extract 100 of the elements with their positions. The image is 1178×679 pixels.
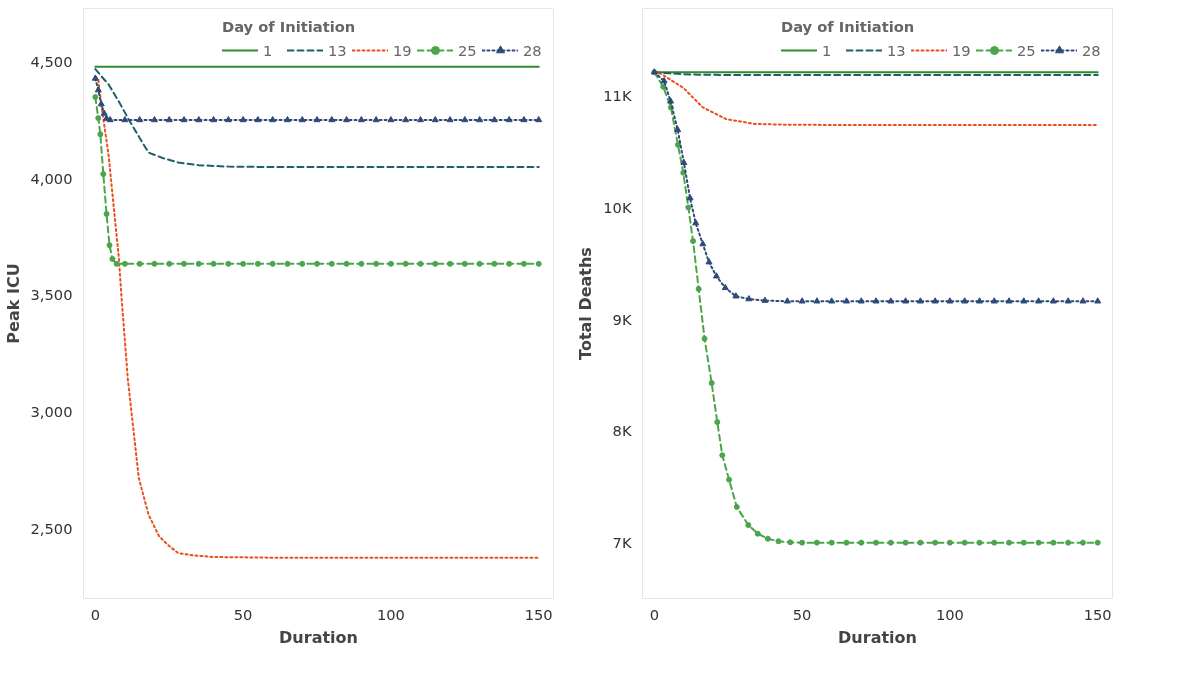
point — [1050, 539, 1057, 546]
point — [764, 535, 771, 542]
point — [872, 297, 880, 304]
point — [210, 116, 218, 123]
point — [745, 522, 752, 529]
point — [932, 539, 939, 546]
point — [719, 452, 726, 459]
point — [1020, 539, 1027, 546]
x-tick-label: 150 — [1083, 605, 1112, 623]
point — [254, 116, 262, 123]
point — [358, 260, 365, 267]
point — [828, 539, 835, 546]
y-tick-label: 4,000 — [30, 169, 73, 187]
y-tick-label: 11K — [603, 87, 632, 105]
point — [873, 539, 880, 546]
point — [961, 539, 968, 546]
point — [490, 116, 498, 123]
legend-label: 25 — [1017, 41, 1037, 59]
point — [387, 116, 395, 123]
legend-label: 25 — [458, 41, 478, 59]
point — [284, 260, 291, 267]
point — [726, 476, 733, 483]
legend-label: 1 — [263, 41, 274, 59]
point — [680, 169, 687, 176]
point — [150, 116, 158, 123]
point — [1035, 297, 1043, 304]
point — [113, 260, 120, 267]
point — [100, 171, 107, 178]
point — [298, 116, 306, 123]
point — [343, 116, 351, 123]
point — [106, 116, 114, 123]
y-tick-label: 8K — [612, 422, 632, 440]
point — [1005, 297, 1013, 304]
point — [314, 260, 321, 267]
point — [813, 539, 820, 546]
legend-label: 13 — [328, 41, 348, 59]
point — [476, 260, 483, 267]
x-axis-title: Duration — [279, 627, 358, 647]
point — [828, 297, 836, 304]
point — [799, 539, 806, 546]
point — [254, 260, 261, 267]
legend-label: 1 — [822, 41, 833, 59]
point — [674, 125, 682, 133]
point — [432, 260, 439, 267]
point — [680, 158, 688, 165]
point — [121, 260, 128, 267]
point — [100, 109, 108, 116]
point — [121, 116, 129, 123]
point — [328, 260, 335, 267]
point — [714, 419, 721, 426]
point — [328, 116, 336, 123]
point — [775, 538, 782, 545]
point — [491, 260, 498, 267]
point — [165, 116, 173, 123]
point — [660, 83, 667, 90]
point — [195, 116, 203, 123]
line-series — [94, 68, 540, 169]
point — [520, 116, 528, 123]
point — [357, 116, 365, 123]
point — [387, 260, 394, 267]
point — [902, 539, 909, 546]
legend-label: 19 — [393, 41, 413, 59]
x-tick-label: 0 — [649, 605, 659, 623]
point — [1049, 297, 1057, 304]
point — [991, 539, 998, 546]
point — [1094, 297, 1102, 304]
point — [447, 260, 454, 267]
point — [692, 219, 700, 226]
point — [857, 297, 865, 304]
point — [660, 77, 668, 84]
point — [180, 116, 188, 123]
point — [916, 297, 924, 304]
y-tick-label: 4,500 — [30, 53, 73, 71]
point — [1035, 539, 1042, 546]
point — [858, 539, 865, 546]
point — [97, 131, 104, 138]
point — [109, 255, 116, 262]
point — [1094, 539, 1101, 546]
point — [685, 204, 692, 211]
point — [961, 297, 969, 304]
point — [690, 238, 697, 245]
point — [712, 272, 720, 279]
point — [373, 260, 380, 267]
x-tick-label: 0 — [90, 605, 100, 623]
point — [754, 530, 761, 537]
legend-label: 28 — [1082, 41, 1102, 59]
point — [520, 260, 527, 267]
point — [761, 296, 769, 303]
point — [708, 380, 715, 387]
x-axis-title: Duration — [838, 627, 917, 647]
point — [976, 539, 983, 546]
point — [721, 283, 729, 291]
point — [269, 116, 277, 123]
point — [686, 194, 694, 201]
point — [239, 116, 247, 123]
point — [224, 116, 232, 123]
point — [699, 240, 707, 247]
point — [181, 260, 187, 267]
point — [402, 116, 410, 123]
y-axis-title: Total Deaths — [576, 247, 596, 360]
